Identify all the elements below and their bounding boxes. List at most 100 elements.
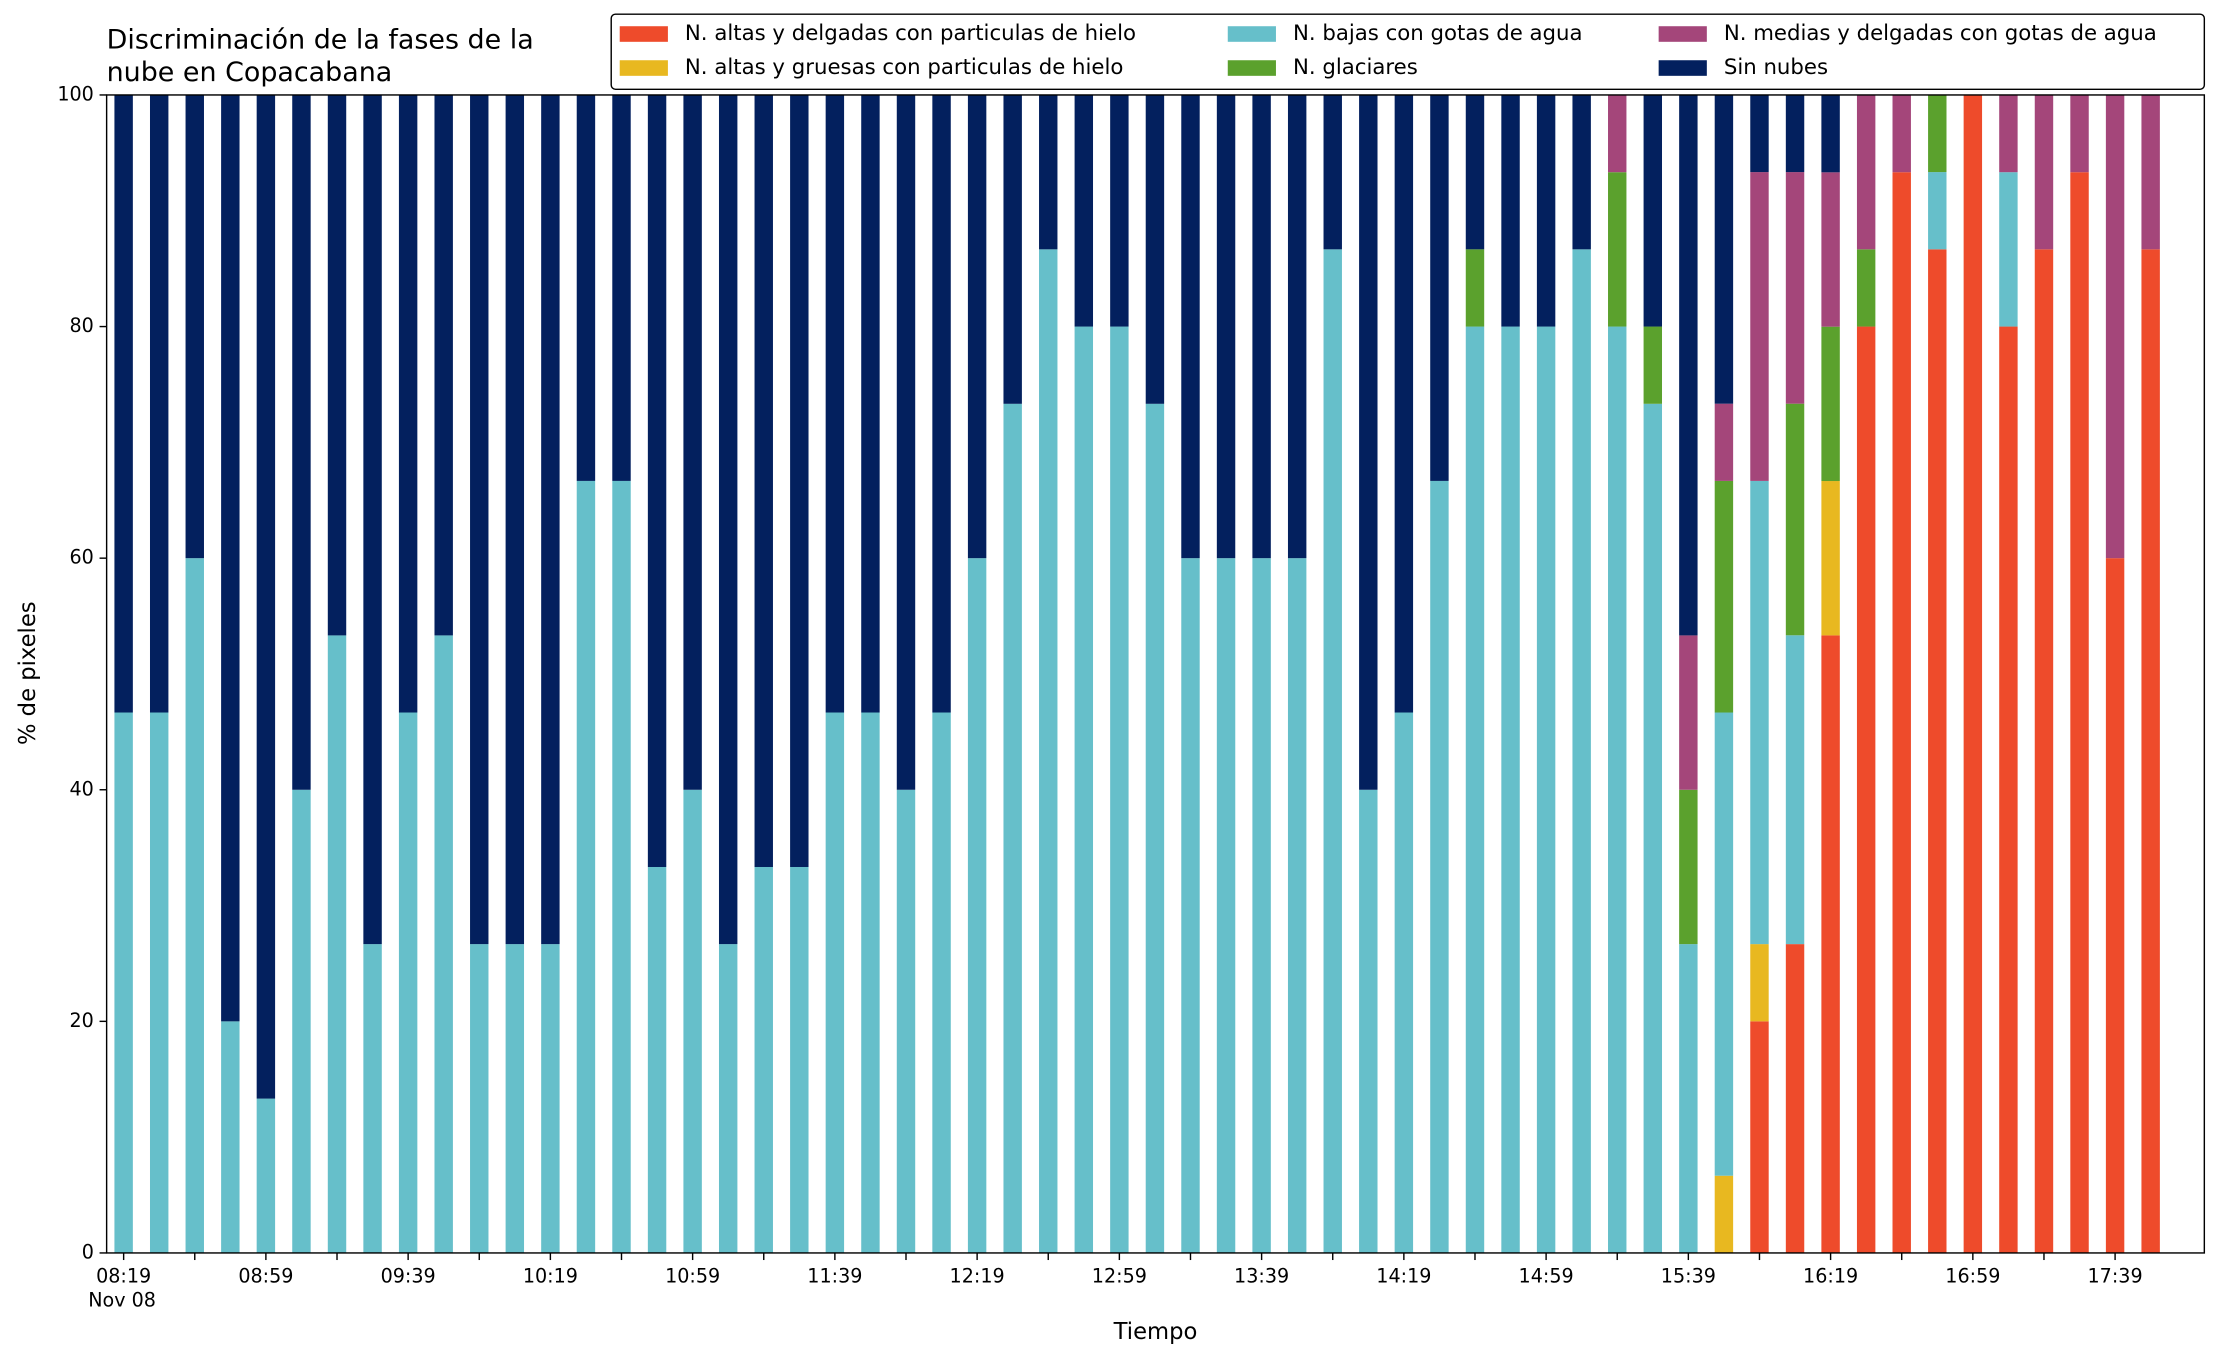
bar-segment (470, 94, 489, 945)
bar-segment (434, 635, 453, 1253)
bar-segment (1287, 558, 1307, 1253)
bar-segment (1501, 94, 1520, 327)
legend-box (610, 13, 2206, 91)
bar-segment (292, 789, 311, 1253)
bar-segment (576, 94, 596, 481)
bar-segment (1465, 94, 1485, 250)
x-tick-label: 09:39 (381, 1265, 436, 1288)
bar-segment (505, 944, 525, 1253)
bar-segment (1181, 558, 1200, 1253)
bar-segment (149, 94, 169, 713)
bar-segment (1110, 94, 1129, 327)
y-tick-label: 80 (70, 314, 94, 337)
bar-segment (1714, 94, 1734, 404)
bar-segment (327, 635, 347, 1253)
bar-segment (1750, 172, 1769, 481)
bar-segment (2034, 249, 2054, 1253)
x-tick-label: 14:19 (1376, 1265, 1431, 1288)
bar-segment (1039, 94, 1058, 250)
bar-segment (221, 94, 240, 1022)
bar-segment (1785, 403, 1805, 636)
bar-segment (790, 866, 809, 1253)
bar-segment (256, 94, 276, 1099)
legend-label: N. bajas con gotas de agua (1293, 21, 1583, 46)
bar-segment (363, 944, 382, 1253)
bar-segment (398, 94, 418, 713)
bar-segment (1856, 94, 1876, 250)
bar-segment (434, 94, 453, 636)
bar-segment (1430, 480, 1449, 1253)
bar-segment (612, 480, 631, 1253)
bar-segment (1892, 94, 1911, 173)
bar-segment (1608, 94, 1627, 173)
bar-segment (825, 94, 845, 713)
bar-segment (2141, 249, 2160, 1253)
bar-segment (327, 94, 347, 636)
x-tick-label: 08:19 (96, 1265, 151, 1288)
x-tick-label: 13:39 (1234, 1265, 1289, 1288)
legend-label: N. altas y gruesas con particulas de hie… (685, 55, 1123, 80)
bar-segment (470, 944, 489, 1253)
bar-segment (1003, 403, 1022, 1253)
bar-segment (541, 944, 560, 1253)
bar-segment (1750, 1021, 1769, 1253)
bar-segment (1679, 635, 1698, 790)
bar-segment (1928, 249, 1947, 1253)
bar-segment (754, 866, 773, 1253)
y-tick-label: 0 (82, 1240, 94, 1263)
bar-segment (1714, 712, 1734, 1176)
legend-label: N. medias y delgadas con gotas de agua (1724, 21, 2157, 46)
bar-segment (2105, 558, 2125, 1253)
bar-segment (2070, 172, 2089, 1253)
bar-segment (1679, 789, 1698, 945)
bar-segment (2141, 94, 2160, 250)
bar-segment (932, 94, 951, 713)
x-tick-label: 15:39 (1661, 1265, 1716, 1288)
bar-segment (1785, 172, 1805, 404)
x-tick-label: 11:39 (807, 1265, 862, 1288)
bar-segment (1323, 249, 1342, 1253)
bar-segment (2105, 94, 2125, 559)
bar-segment (1287, 94, 1307, 559)
bar-segment (1643, 403, 1663, 1253)
bar-segment (1501, 326, 1520, 1253)
bar-segment (1714, 403, 1734, 481)
y-tick-label: 20 (70, 1009, 94, 1032)
bar-segment (1785, 94, 1805, 173)
bar-segment (1039, 249, 1058, 1253)
bar-segment (1750, 944, 1769, 1022)
bar-segment (2034, 94, 2054, 250)
bar-segment (1572, 94, 1591, 250)
y-tick-label: 100 (57, 82, 94, 105)
bar-segment (612, 94, 631, 481)
bar-segment (1608, 326, 1627, 1253)
bar-segment (114, 94, 133, 713)
bar-segment (1643, 326, 1663, 404)
bar-segment (1999, 172, 2018, 327)
bar-segment (1821, 635, 1840, 1253)
bar-segment (1750, 480, 1769, 945)
legend-label: N. altas y delgadas con particulas de hi… (685, 21, 1136, 46)
bar-segment (1821, 326, 1840, 482)
bar-segment (1679, 944, 1698, 1253)
bar-segment (683, 789, 702, 1253)
bar-segment (1394, 712, 1414, 1253)
bar-segment (363, 94, 382, 945)
bar-segment (1999, 94, 2018, 173)
bar-segment (1999, 326, 2018, 1253)
bar-segment (292, 94, 311, 790)
bar-segment (1856, 249, 1876, 327)
bar-segment (185, 558, 204, 1253)
bar-segment (1821, 95, 1840, 173)
bar-segment (1145, 94, 1165, 404)
bar-segment (1785, 635, 1805, 945)
legend-label: Sin nubes (1724, 55, 1828, 80)
bar-segment (1252, 558, 1271, 1253)
bar-segment (1003, 94, 1022, 404)
bar-segment (1216, 94, 1236, 559)
bar-segment (1536, 326, 1556, 1253)
bar-segment (647, 866, 667, 1253)
bar-segment (896, 94, 916, 790)
legend-swatch (1227, 26, 1276, 42)
bar-segment (221, 1021, 240, 1253)
